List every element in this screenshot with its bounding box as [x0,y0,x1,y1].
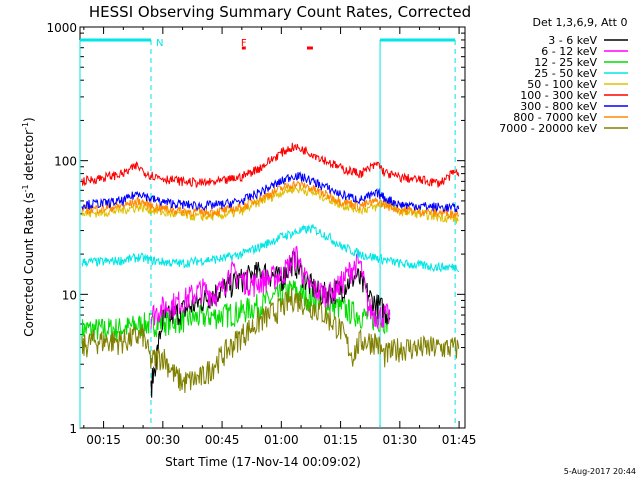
marker-f: F [241,38,247,49]
marker-n: N [156,38,163,49]
x-tick-label: 00:30 [146,433,181,447]
y-label-sup-1: -1 [21,184,30,192]
y-axis-label: Corrected Count Rate (s-1 detector-1) [21,117,36,336]
y-label-part-2: detector [22,130,36,185]
y-label-sup-2: -1 [21,122,30,130]
series-line-8 [81,287,460,394]
footer-date: 5-Aug-2017 20:44 [564,467,636,476]
series-line-6 [81,171,460,213]
legend-entry-label: 300 - 800 keV [520,100,597,113]
x-tick-label: 01:45 [442,433,477,447]
series-line-1 [150,245,391,330]
x-tick-label: 01:15 [323,433,358,447]
series-line-2 [81,280,391,344]
y-tick-label: 1000 [46,21,77,35]
legend-entry-label: 100 - 300 keV [520,89,597,102]
chart-title: HESSI Observing Summary Count Rates, Cor… [89,3,471,21]
legend-entry-label: 6 - 12 keV [541,45,597,58]
legend-entry-label: 50 - 100 keV [527,78,597,91]
x-tick-label: 01:00 [264,433,299,447]
x-tick-label: 01:30 [383,433,418,447]
x-tick-label: 00:45 [205,433,240,447]
y-label-part-3: ) [22,117,36,122]
legend-entry-label: 12 - 25 keV [534,56,597,69]
legend-entry-label: 3 - 6 keV [548,34,597,47]
series-line-5 [81,142,460,189]
legend-entry-label: 25 - 50 keV [534,67,597,80]
legend-header: Det 1,3,6,9, Att 0 [533,16,628,29]
plot-axes: 00:15 00:30 00:45 01:00 01:15 01:30 01:45 1 10 10… [46,21,476,447]
series-layer [81,142,460,398]
plot-border [79,26,466,429]
x-tick-label: 00:15 [86,433,121,447]
y-tick-label: 10 [62,288,77,302]
y-label-part-1: Corrected Count Rate (s [22,192,36,336]
series-line-7 [81,179,460,220]
legend-entry-label: 7000 - 20000 keV [499,122,597,135]
y-tick-label: 100 [54,155,77,169]
y-tick-label: 1 [69,422,77,436]
legend-entry-label: 800 - 7000 keV [513,111,597,124]
x-axis-label: Start Time (17-Nov-14 00:09:02) [165,455,361,469]
series-line-3 [81,224,460,273]
